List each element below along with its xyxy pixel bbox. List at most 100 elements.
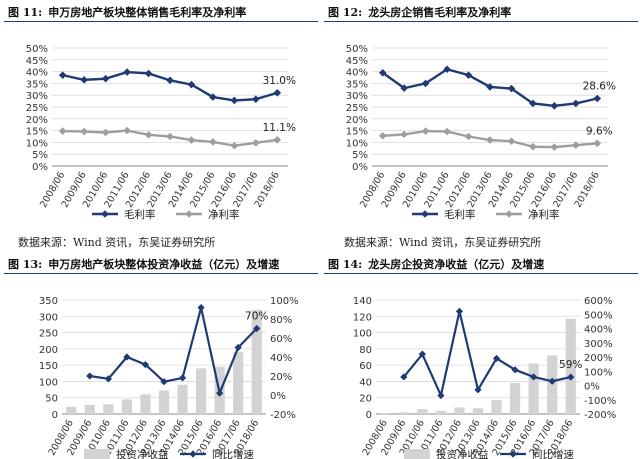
data-point bbox=[443, 65, 451, 74]
y-tick-label: 350 bbox=[39, 296, 58, 307]
y-tick-label: 140 bbox=[353, 296, 372, 307]
y-tick-label: 0% bbox=[32, 162, 48, 173]
y2-tick-label: -20% bbox=[270, 410, 296, 421]
data-point bbox=[572, 141, 580, 150]
data-point bbox=[455, 307, 464, 315]
data-label: 70% bbox=[245, 311, 268, 323]
legend-label: 毛利率 bbox=[124, 208, 156, 221]
y-tick-label: 40 bbox=[359, 377, 372, 388]
y-tick-label: 35% bbox=[346, 79, 368, 90]
chart-title-text: 龙头房企销售毛利率及净利率 bbox=[368, 6, 512, 19]
chart-title-12: 图 12: 龙头房企销售毛利率及净利率 bbox=[324, 4, 638, 22]
legend-label: 毛利率 bbox=[444, 208, 476, 221]
data-label: 11.1% bbox=[263, 122, 296, 134]
data-point bbox=[187, 136, 196, 144]
y2-tick-label: 40% bbox=[270, 353, 292, 364]
bar bbox=[380, 413, 391, 414]
y2-tick-label: 80% bbox=[270, 315, 292, 326]
data-point bbox=[572, 99, 580, 108]
data-point bbox=[443, 127, 451, 136]
chart-title-13: 图 13: 申万房地产板块整体投资净收益（亿元）及增速 bbox=[4, 256, 318, 274]
data-point bbox=[101, 74, 110, 83]
y-tick-label: 10% bbox=[346, 138, 368, 149]
y-tick-label: 25% bbox=[26, 103, 48, 114]
legend-marker bbox=[189, 450, 197, 458]
bar bbox=[158, 390, 170, 414]
bar bbox=[121, 399, 133, 414]
y-tick-label: 40% bbox=[346, 68, 368, 79]
data-point bbox=[58, 71, 67, 79]
bar bbox=[177, 384, 188, 414]
data-point bbox=[144, 131, 153, 139]
legend-swatch bbox=[84, 449, 110, 459]
y-tick-label: 50% bbox=[346, 44, 368, 55]
legend-marker bbox=[509, 450, 517, 458]
bar bbox=[66, 406, 77, 414]
bar bbox=[398, 412, 409, 414]
bar bbox=[509, 383, 521, 414]
y-tick-label: 200 bbox=[39, 345, 58, 356]
data-point bbox=[166, 76, 174, 85]
bar bbox=[472, 408, 484, 414]
data-point bbox=[593, 139, 602, 148]
y-tick-label: 40% bbox=[26, 68, 48, 79]
legend-label: 净利率 bbox=[208, 208, 240, 221]
data-point bbox=[187, 80, 196, 89]
data-point bbox=[178, 374, 187, 382]
legend-marker bbox=[421, 210, 429, 218]
data-point bbox=[58, 127, 67, 135]
y-tick-label: 50 bbox=[45, 394, 58, 405]
y-tick-label: 35% bbox=[26, 79, 48, 90]
bar bbox=[140, 394, 151, 414]
legend-swatch bbox=[404, 449, 430, 459]
chart-number: 图 13: bbox=[8, 258, 43, 271]
data-point bbox=[273, 89, 282, 97]
bar bbox=[528, 363, 539, 414]
legend-marker bbox=[505, 210, 513, 218]
y-tick-label: 5% bbox=[352, 150, 368, 161]
y-tick-label: 20% bbox=[26, 115, 48, 126]
data-point bbox=[80, 76, 88, 84]
data-point bbox=[378, 131, 387, 140]
y2-tick-label: 20% bbox=[270, 372, 292, 383]
y2-tick-label: 100% bbox=[270, 296, 299, 307]
data-point bbox=[230, 96, 239, 105]
y2-tick-label: 60% bbox=[270, 334, 292, 345]
data-point bbox=[123, 126, 131, 135]
data-point bbox=[80, 127, 88, 136]
legend-label: 投资净收益 bbox=[116, 448, 169, 459]
data-point bbox=[123, 68, 131, 76]
chart-title-text: 申万房地产板块整体销售毛利率及净利率 bbox=[48, 6, 247, 19]
y-tick-label: 5% bbox=[32, 150, 48, 161]
line-chart-12: 0%5%10%15%20%25%30%35%40%45%50%2008/0620… bbox=[346, 44, 616, 221]
y2-tick-label: 200% bbox=[584, 353, 613, 364]
combo-chart-13: 0 50 100 150 200 250 300 350 -20% 0% 20% 40% 60% 80% 1… bbox=[39, 296, 299, 459]
y-tick-label: 20 bbox=[359, 394, 372, 405]
y-tick-label: 0 bbox=[366, 410, 372, 421]
bar bbox=[565, 318, 576, 414]
series-line bbox=[62, 70, 278, 102]
bar bbox=[233, 352, 244, 414]
chart-title-text: 申万房地产板块整体投资净收益（亿元）及增速 bbox=[48, 258, 280, 271]
series-line bbox=[89, 307, 258, 397]
y-tick-label: 100 bbox=[39, 377, 58, 388]
y-tick-label: 30% bbox=[26, 91, 48, 102]
data-point bbox=[550, 102, 559, 110]
y2-tick-label: -200% bbox=[584, 410, 616, 421]
legend-label: 投资净收益 bbox=[436, 448, 489, 459]
y-tick-label: 0% bbox=[352, 162, 368, 173]
bar bbox=[454, 407, 465, 414]
data-point bbox=[144, 69, 153, 78]
y2-tick-label: 600% bbox=[584, 296, 613, 307]
data-label: 28.6% bbox=[583, 81, 616, 93]
data-point bbox=[101, 128, 110, 137]
y-tick-label: 0 bbox=[52, 410, 58, 421]
y-tick-label: 300 bbox=[39, 312, 58, 323]
bar bbox=[417, 409, 428, 414]
source-note-left: 数据来源：Wind 资讯，东吴证券研究所 bbox=[18, 236, 216, 249]
line-chart-11: 0%5%10%15%20%25%30%35%40%45%50%2008/0620… bbox=[26, 44, 296, 221]
data-point bbox=[86, 372, 94, 380]
data-point bbox=[464, 132, 473, 141]
data-point bbox=[507, 84, 516, 93]
source-note-right: 数据来源：Wind 资讯，东吴证券研究所 bbox=[344, 236, 542, 249]
